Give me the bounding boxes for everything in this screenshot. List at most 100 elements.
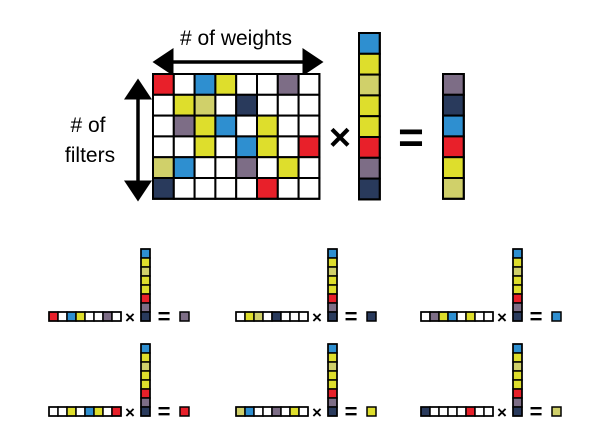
row-weight-cell [271, 311, 282, 322]
row-input-cell [140, 343, 151, 354]
row-weight-cell [420, 311, 431, 322]
row-weight-cell [420, 406, 431, 417]
row-times-symbol: × [497, 308, 507, 327]
row-weight-cell [289, 406, 300, 417]
output-vector-cell [442, 156, 465, 179]
row-input-cell [512, 406, 523, 417]
row-weight-border [235, 406, 309, 417]
matrix-cell [235, 156, 258, 179]
matrix-cell [256, 177, 279, 200]
row-weight-cell [447, 311, 458, 322]
row-weight-cell [111, 311, 122, 322]
row-input-cell [512, 275, 523, 286]
row-input-cell [327, 275, 338, 286]
row-input-cell [140, 266, 151, 277]
row-input-cell [512, 379, 523, 390]
row-weight-cell [253, 406, 264, 417]
row-equals-symbol: = [530, 399, 543, 424]
row-input-cell [327, 302, 338, 313]
row-input-cell [140, 379, 151, 390]
matrix-cell [214, 177, 238, 200]
matrix-cell [172, 177, 196, 200]
row-weight-cell [93, 406, 104, 417]
row-input-border [140, 343, 151, 417]
row-result-cell [551, 406, 562, 417]
matrix-cell [193, 177, 217, 200]
row-weight-cell [253, 311, 264, 322]
row-weight-cell [66, 406, 77, 417]
matrix-cell [214, 114, 238, 138]
input-vector-cell [358, 115, 381, 138]
matrix-cell [235, 93, 258, 117]
row-input-cell [140, 257, 151, 268]
row-weight-cell [102, 311, 113, 322]
row-example: × = [48, 248, 190, 329]
row-input-cell [512, 388, 523, 399]
row-weight-cell [289, 311, 300, 322]
filters-label-line2: filters [65, 144, 115, 167]
row-weight-border [48, 311, 122, 322]
row-weight-cell [48, 406, 59, 417]
row-weight-cell [280, 311, 291, 322]
matrix-cell [256, 156, 279, 179]
matrix-cell [193, 93, 217, 117]
row-times-symbol: × [497, 403, 507, 422]
matrix-cell [297, 177, 321, 200]
output-vector-cell [442, 114, 465, 138]
row-input-cell [140, 352, 151, 363]
filters-label-line1: # of [70, 114, 105, 137]
row-input-cell [512, 370, 523, 381]
matrix-cell [172, 73, 196, 96]
row-input-cell [512, 302, 523, 313]
row-example: × = [235, 343, 377, 424]
matrix-cell [235, 135, 258, 159]
row-result-cell [366, 311, 377, 322]
input-vector [358, 32, 381, 201]
row-weight-cell [262, 406, 273, 417]
row-input-cell [140, 370, 151, 381]
matrix-cell [276, 156, 300, 179]
row-weight-cell [456, 406, 467, 417]
row-weight-cell [298, 311, 309, 322]
row-input-cell [327, 361, 338, 372]
row-input-cell [327, 248, 338, 259]
row-weight-cell [75, 406, 86, 417]
input-vector-cell [358, 94, 381, 118]
matrix-cell [297, 73, 321, 96]
row-times-symbol: × [125, 308, 135, 327]
matrix-cell [214, 135, 238, 159]
row-input-cell [327, 379, 338, 390]
matrix-cell [297, 156, 321, 179]
row-input-cell [327, 284, 338, 295]
row-weight-cell [465, 406, 476, 417]
row-weight-cell [465, 311, 476, 322]
input-vector-cell [358, 156, 381, 180]
matrix-cell [297, 135, 321, 159]
row-weight-cell [235, 406, 246, 417]
row-input-cell [327, 343, 338, 354]
row-weight-cell [262, 311, 273, 322]
row-examples: × = × = × =× = × = × = [48, 248, 562, 424]
row-times-symbol: × [312, 308, 322, 327]
matrix-cell [152, 156, 175, 179]
row-input-cell [327, 388, 338, 399]
row-weight-cell [298, 406, 309, 417]
row-equals-symbol: = [345, 304, 358, 329]
times-symbol: × [329, 117, 351, 159]
row-weight-border [235, 311, 309, 322]
row-input-cell [327, 293, 338, 304]
row-input-cell [327, 257, 338, 268]
row-input-border [512, 343, 523, 417]
row-input-border [140, 248, 151, 322]
equals-symbol: = [398, 113, 424, 162]
row-input-cell [140, 397, 151, 408]
row-input-border [512, 248, 523, 322]
row-input-cell [327, 370, 338, 381]
row-input-cell [140, 248, 151, 259]
row-weight-cell [474, 311, 485, 322]
row-input-cell [512, 248, 523, 259]
row-input-cell [512, 352, 523, 363]
row-weight-border [48, 406, 122, 417]
row-weight-border [420, 406, 494, 417]
